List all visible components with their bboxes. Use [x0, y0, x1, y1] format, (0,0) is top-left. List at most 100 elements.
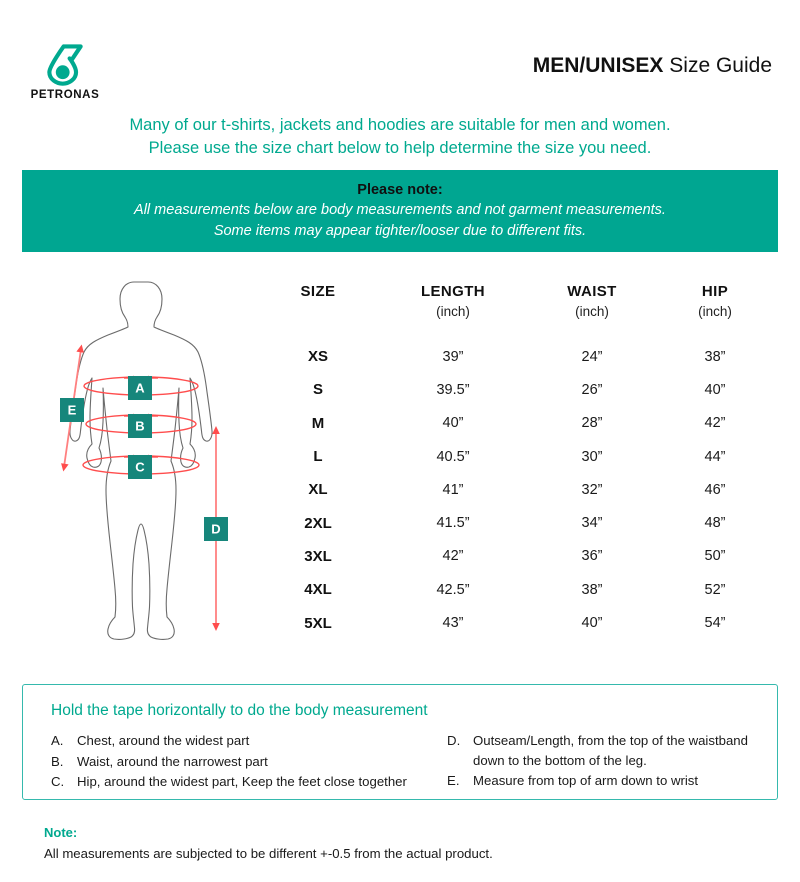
cell-length: 39.5”: [436, 381, 470, 398]
table-row: XS 39” 24” 38”: [258, 340, 774, 373]
cell-length: 42”: [442, 548, 464, 565]
please-note-line-1: All measurements below are body measurem…: [134, 202, 666, 218]
cell-hip: 38”: [704, 348, 726, 365]
cell-waist: 34”: [581, 515, 603, 532]
cell-waist: 38”: [581, 581, 603, 598]
cell-hip: 44”: [704, 448, 726, 465]
column-header-length-sub: (inch): [436, 304, 470, 319]
please-note-line-2: Some items may appear tighter/looser due…: [213, 223, 587, 239]
cell-size: 3XL: [304, 547, 332, 565]
page-header: PETRONAS MEN/UNISEX Size Guide: [0, 0, 800, 108]
table-row: M 40” 28” 42”: [258, 407, 774, 440]
instruction-item-c: C. Hip, around the widest part, Keep the…: [51, 772, 447, 792]
marker-b-label: B: [135, 419, 144, 434]
instruction-key-e: E.: [447, 773, 460, 788]
column-header-size-main: SIZE: [300, 283, 336, 300]
instructions-column-right: D. Outseam/Length, from the top of the w…: [447, 731, 751, 793]
cell-hip: 48”: [704, 515, 726, 532]
body-measurement-diagram: A B C D E: [60, 281, 228, 640]
table-row: L 40.5” 30” 44”: [258, 440, 774, 473]
instruction-key-d: D.: [447, 733, 461, 748]
table-row: 5XL 43” 40” 54”: [258, 606, 774, 639]
cell-waist: 30”: [581, 448, 603, 465]
marker-e-label: E: [68, 403, 77, 418]
instruction-text-c: Hip, around the widest part, Keep the fe…: [77, 774, 407, 789]
instruction-item-d: D. Outseam/Length, from the top of the w…: [447, 731, 751, 770]
marker-e: E: [60, 398, 84, 422]
cell-size: 2XL: [304, 514, 332, 532]
cell-length: 41.5”: [436, 515, 470, 532]
instruction-key-c: C.: [51, 774, 65, 789]
marker-a-label: A: [135, 381, 145, 396]
column-header-waist-sub: (inch): [575, 304, 609, 319]
cell-hip: 42”: [704, 415, 726, 432]
instruction-item-e: E. Measure from top of arm down to wrist: [447, 771, 751, 791]
column-header-size: SIZE: [258, 278, 378, 340]
marker-b: B: [128, 414, 152, 438]
instruction-text-d: Outseam/Length, from the top of the wais…: [473, 733, 748, 768]
instruction-key-b: B.: [51, 753, 64, 769]
instruction-text-a: Chest, around the widest part: [77, 733, 250, 748]
column-header-waist: WAIST (inch): [528, 278, 656, 340]
cell-length: 40”: [442, 415, 464, 432]
cell-size: M: [311, 414, 325, 432]
cell-waist: 24”: [581, 348, 603, 365]
cell-hip: 50”: [704, 548, 726, 565]
instruction-item-a: A. Chest, around the widest part: [51, 731, 447, 751]
footer-note-title: Note:: [44, 825, 78, 840]
cell-size: XS: [307, 348, 328, 366]
cell-length: 43”: [442, 615, 464, 632]
cell-length: 40.5”: [436, 448, 470, 465]
instruction-text-b: Waist, around the narrowest part: [77, 753, 268, 769]
column-header-hip-main: HIP: [701, 283, 729, 300]
page-title-light: Size Guide: [663, 54, 772, 77]
petronas-droplet-logo-icon: [47, 44, 83, 86]
cell-size: L: [313, 448, 323, 466]
column-header-length: LENGTH (inch): [378, 278, 528, 340]
cell-size: 5XL: [304, 614, 332, 632]
intro-text: Many of our t-shirts, jackets and hoodie…: [0, 114, 800, 160]
cell-hip: 40”: [704, 381, 726, 398]
instruction-key-a: A.: [51, 733, 64, 748]
cell-waist: 40”: [581, 615, 603, 632]
marker-d-label: D: [211, 522, 220, 537]
footer-note-text: All measurements are subjected to be dif…: [44, 846, 493, 861]
instruction-item-b: B. Waist, around the narrowest part: [51, 752, 447, 772]
table-header-row: SIZE LENGTH (inch) WAIST (inch) HIP (inc…: [258, 278, 774, 340]
column-header-waist-main: WAIST: [567, 283, 617, 300]
page-title: MEN/UNISEX Size Guide: [533, 54, 772, 78]
cell-hip: 54”: [704, 615, 726, 632]
marker-c: C: [128, 455, 152, 479]
table-row: 3XL 42” 36” 50”: [258, 540, 774, 573]
instructions-title: Hold the tape horizontally to do the bod…: [51, 702, 428, 719]
brand-logo: PETRONAS: [20, 40, 110, 101]
marker-d: D: [204, 517, 228, 541]
cell-waist: 28”: [581, 415, 603, 432]
cell-hip: 46”: [704, 481, 726, 498]
brand-wordmark: PETRONAS: [30, 89, 100, 101]
marker-a: A: [128, 376, 152, 400]
cell-size: 4XL: [304, 581, 332, 599]
table-row: XL 41” 32” 46”: [258, 473, 774, 506]
cell-length: 42.5”: [436, 581, 470, 598]
cell-hip: 52”: [704, 581, 726, 598]
cell-length: 39”: [442, 348, 464, 365]
size-chart-table: SIZE LENGTH (inch) WAIST (inch) HIP (inc…: [258, 278, 774, 640]
column-header-hip-sub: (inch): [698, 304, 732, 319]
please-note-title: Please note:: [357, 182, 443, 198]
marker-c-label: C: [135, 460, 145, 475]
cell-waist: 32”: [581, 481, 603, 498]
cell-waist: 26”: [581, 381, 603, 398]
column-header-length-main: LENGTH: [420, 283, 486, 300]
column-header-hip: HIP (inch): [656, 278, 774, 340]
instructions-column-left: A. Chest, around the widest part B. Wais…: [51, 731, 447, 793]
cell-waist: 36”: [581, 548, 603, 565]
intro-line-2: Please use the size chart below to help …: [148, 139, 652, 157]
footer-note: Note: All measurements are subjected to …: [44, 824, 744, 863]
intro-line-1: Many of our t-shirts, jackets and hoodie…: [129, 116, 671, 134]
page-title-strong: MEN/UNISEX: [532, 54, 664, 77]
table-row: 2XL 41.5” 34” 48”: [258, 506, 774, 539]
please-note-banner: Please note: All measurements below are …: [22, 170, 778, 252]
measurement-instructions-box: Hold the tape horizontally to do the bod…: [22, 684, 778, 800]
instruction-text-e: Measure from top of arm down to wrist: [473, 773, 699, 788]
